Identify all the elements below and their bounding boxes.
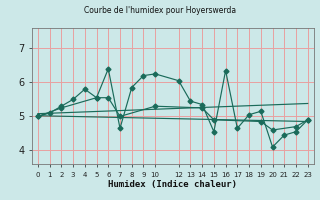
- X-axis label: Humidex (Indice chaleur): Humidex (Indice chaleur): [108, 180, 237, 189]
- Text: Courbe de l'humidex pour Hoyerswerda: Courbe de l'humidex pour Hoyerswerda: [84, 6, 236, 15]
